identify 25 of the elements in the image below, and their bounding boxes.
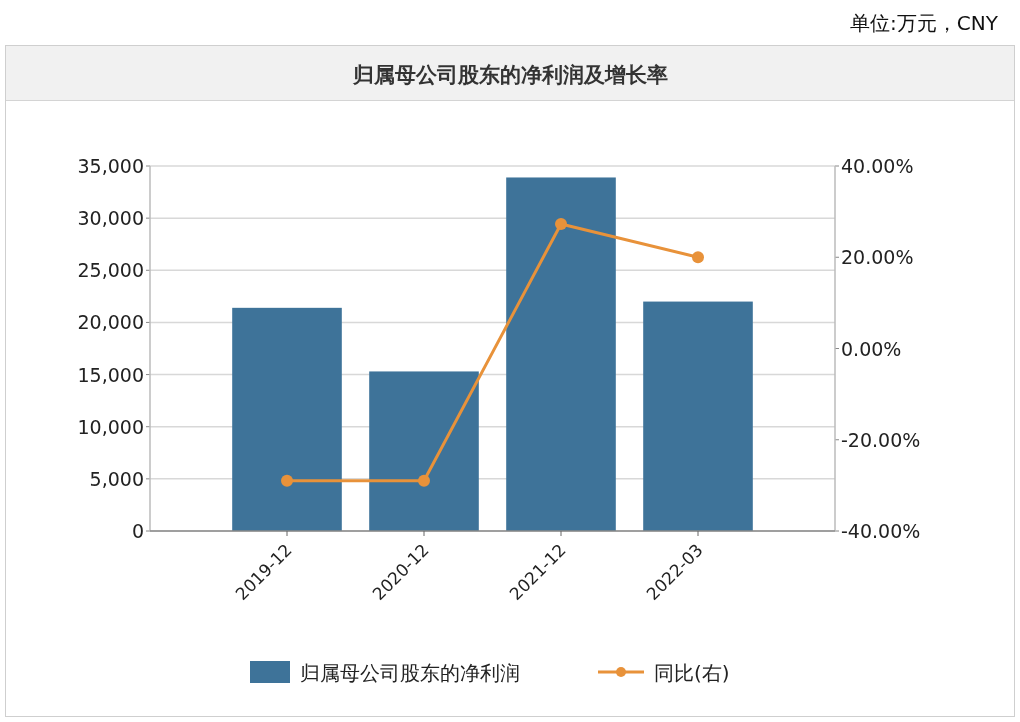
y-tick-label: 30,000	[77, 207, 144, 230]
legend-label: 同比(右)	[654, 661, 730, 685]
y-tick-label: 25,000	[77, 259, 144, 282]
point	[281, 474, 293, 487]
y2-tick-label: 20.00%	[841, 246, 914, 269]
bar	[506, 177, 616, 531]
point	[418, 474, 430, 487]
legend-label: 归属母公司股东的净利润	[300, 661, 520, 685]
y-tick-label: 5,000	[89, 467, 144, 490]
bar	[232, 307, 342, 531]
y2-tick-label: -40.00%	[841, 520, 921, 542]
y-tick-label: 0	[131, 520, 144, 542]
y-tick-label: 15,000	[77, 363, 144, 386]
bar	[643, 301, 753, 531]
y-tick-label: 10,000	[77, 415, 144, 438]
y2-tick-label: 40.00%	[841, 155, 914, 177]
y2-tick-label: -20.00%	[841, 428, 921, 451]
text: 单位:万元，CNY	[850, 11, 999, 35]
bar	[369, 371, 479, 531]
point	[555, 217, 567, 230]
point	[692, 251, 704, 264]
y-tick-label: 35,000	[77, 155, 144, 177]
chart-title: 归属母公司股东的净利润及增长率	[351, 63, 668, 87]
y2-tick-label: 0.00%	[841, 337, 902, 360]
y-tick-label: 20,000	[77, 311, 144, 334]
